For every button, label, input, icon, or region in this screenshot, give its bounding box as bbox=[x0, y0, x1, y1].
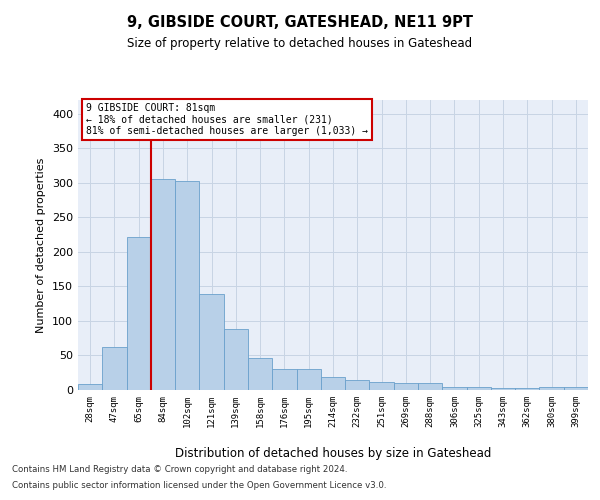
Bar bbox=[321, 377, 345, 390]
Bar bbox=[224, 328, 248, 390]
Bar bbox=[467, 386, 491, 390]
Text: Distribution of detached houses by size in Gateshead: Distribution of detached houses by size … bbox=[175, 448, 491, 460]
Bar bbox=[199, 294, 224, 390]
Bar bbox=[515, 388, 539, 390]
Text: Contains public sector information licensed under the Open Government Licence v3: Contains public sector information licen… bbox=[12, 480, 386, 490]
Bar bbox=[370, 382, 394, 390]
Bar bbox=[151, 180, 175, 390]
Bar bbox=[175, 182, 199, 390]
Bar bbox=[491, 388, 515, 390]
Bar bbox=[564, 386, 588, 390]
Bar bbox=[345, 380, 370, 390]
Bar bbox=[539, 386, 564, 390]
Bar bbox=[418, 383, 442, 390]
Bar bbox=[442, 387, 467, 390]
Text: Size of property relative to detached houses in Gateshead: Size of property relative to detached ho… bbox=[127, 38, 473, 51]
Text: 9 GIBSIDE COURT: 81sqm
← 18% of detached houses are smaller (231)
81% of semi-de: 9 GIBSIDE COURT: 81sqm ← 18% of detached… bbox=[86, 103, 368, 136]
Text: Contains HM Land Registry data © Crown copyright and database right 2024.: Contains HM Land Registry data © Crown c… bbox=[12, 466, 347, 474]
Bar bbox=[127, 236, 151, 390]
Bar bbox=[272, 370, 296, 390]
Y-axis label: Number of detached properties: Number of detached properties bbox=[37, 158, 46, 332]
Bar bbox=[248, 358, 272, 390]
Text: 9, GIBSIDE COURT, GATESHEAD, NE11 9PT: 9, GIBSIDE COURT, GATESHEAD, NE11 9PT bbox=[127, 15, 473, 30]
Bar bbox=[102, 346, 127, 390]
Bar bbox=[296, 370, 321, 390]
Bar bbox=[78, 384, 102, 390]
Bar bbox=[394, 383, 418, 390]
